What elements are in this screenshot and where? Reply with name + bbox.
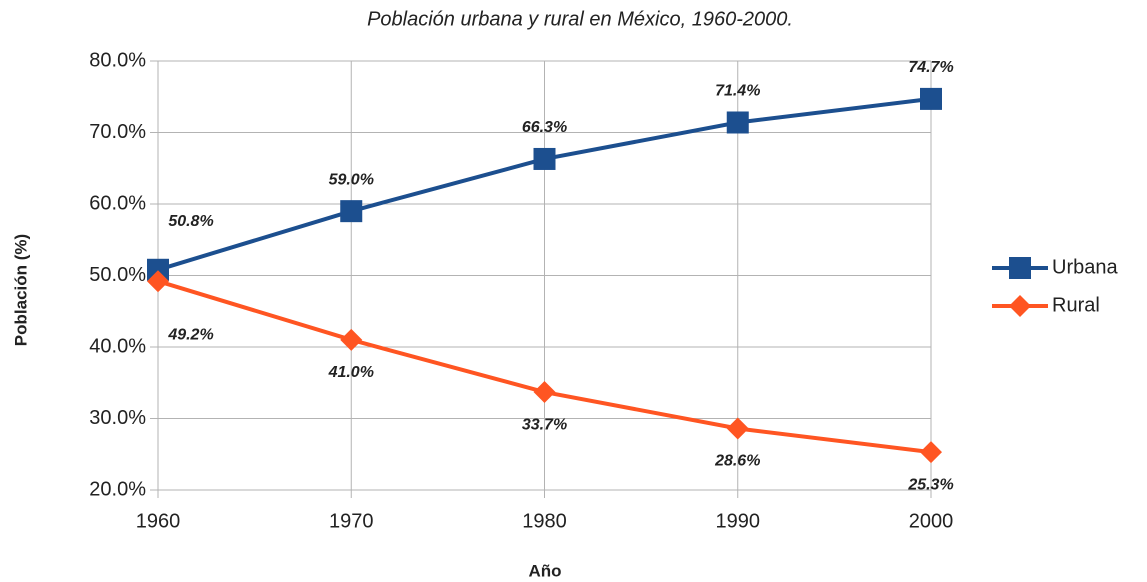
marker xyxy=(147,270,169,293)
x-axis-label: Año xyxy=(528,561,561,580)
chart-title: Población urbana y rural en México, 1960… xyxy=(367,8,793,30)
legend-label: Rural xyxy=(1052,294,1100,316)
y-tick-label: 70.0% xyxy=(89,121,146,143)
y-axis-label: Población (%) xyxy=(11,234,30,346)
data-label: 71.4% xyxy=(715,83,760,100)
data-label: 59.0% xyxy=(329,171,374,188)
legend-marker xyxy=(1009,257,1031,279)
y-tick-label: 20.0% xyxy=(89,478,146,500)
data-label: 25.3% xyxy=(907,476,953,493)
data-label: 50.8% xyxy=(168,213,213,230)
data-label: 49.2% xyxy=(167,326,213,343)
marker xyxy=(920,441,942,464)
marker xyxy=(340,200,363,223)
legend-label: Urbana xyxy=(1052,256,1118,278)
data-label: 66.3% xyxy=(522,119,567,136)
marker xyxy=(340,328,363,351)
x-tick-label: 1960 xyxy=(136,510,181,532)
marker xyxy=(920,87,942,110)
data-label: 33.7% xyxy=(522,416,567,433)
x-tick-label: 1990 xyxy=(716,510,761,532)
y-tick-label: 60.0% xyxy=(89,192,146,214)
marker xyxy=(147,258,169,281)
data-label: 41.0% xyxy=(328,364,374,381)
x-tick-label: 2000 xyxy=(909,510,954,532)
y-tick-label: 50.0% xyxy=(89,264,146,286)
x-tick-label: 1970 xyxy=(329,510,374,532)
y-tick-label: 30.0% xyxy=(89,407,146,429)
marker xyxy=(726,417,749,440)
x-tick-label: 1980 xyxy=(522,510,567,532)
marker xyxy=(533,147,556,170)
legend-marker xyxy=(1009,295,1031,317)
y-tick-label: 40.0% xyxy=(89,335,146,357)
data-label: 74.7% xyxy=(908,59,953,76)
marker xyxy=(726,111,749,134)
y-tick-label: 80.0% xyxy=(89,49,146,71)
data-label: 28.6% xyxy=(714,453,760,470)
marker xyxy=(533,381,556,404)
